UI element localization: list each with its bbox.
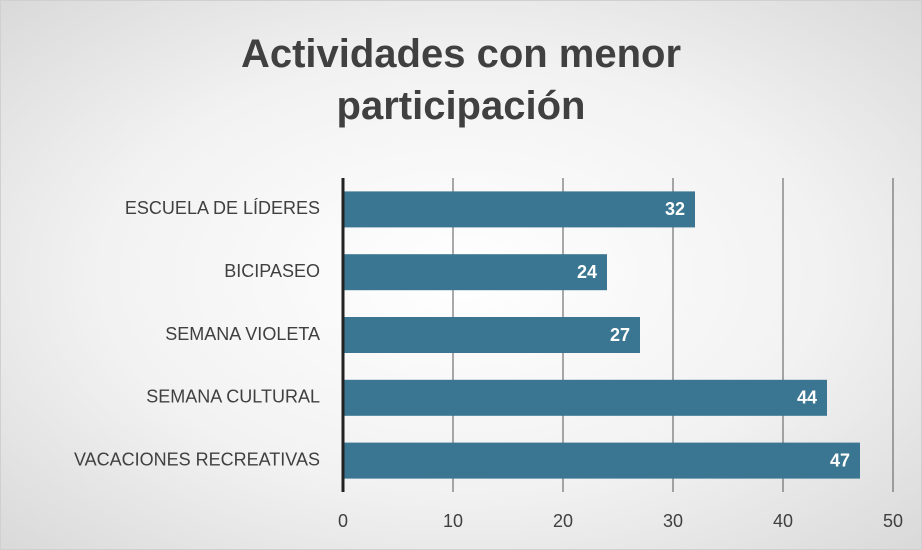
y-tick-label: ESCUELA DE LÍDERES xyxy=(125,198,320,218)
value-label: 47 xyxy=(830,450,850,470)
value-label: 24 xyxy=(577,262,597,282)
bar xyxy=(343,254,607,291)
bar xyxy=(343,379,827,416)
value-label: 27 xyxy=(610,325,630,345)
x-tick-label: 40 xyxy=(773,511,793,531)
x-tick-label: 50 xyxy=(883,511,903,531)
y-tick-label: BICIPASEO xyxy=(224,261,320,281)
y-tick-label: SEMANA CULTURAL xyxy=(146,387,320,407)
chart-title: Actividades con menor participación xyxy=(240,32,682,128)
x-tick-label: 20 xyxy=(553,511,573,531)
x-tick-label: 0 xyxy=(338,511,348,531)
bar xyxy=(343,317,640,353)
x-tick-label: 30 xyxy=(663,511,683,531)
bar xyxy=(343,191,695,228)
y-tick-label: SEMANA VIOLETA xyxy=(165,324,320,344)
x-tick-label: 10 xyxy=(443,511,463,531)
bar xyxy=(343,442,860,479)
value-label: 32 xyxy=(665,199,685,219)
value-label: 44 xyxy=(797,388,817,408)
y-tick-label: VACACIONES RECREATIVAS xyxy=(74,449,320,469)
